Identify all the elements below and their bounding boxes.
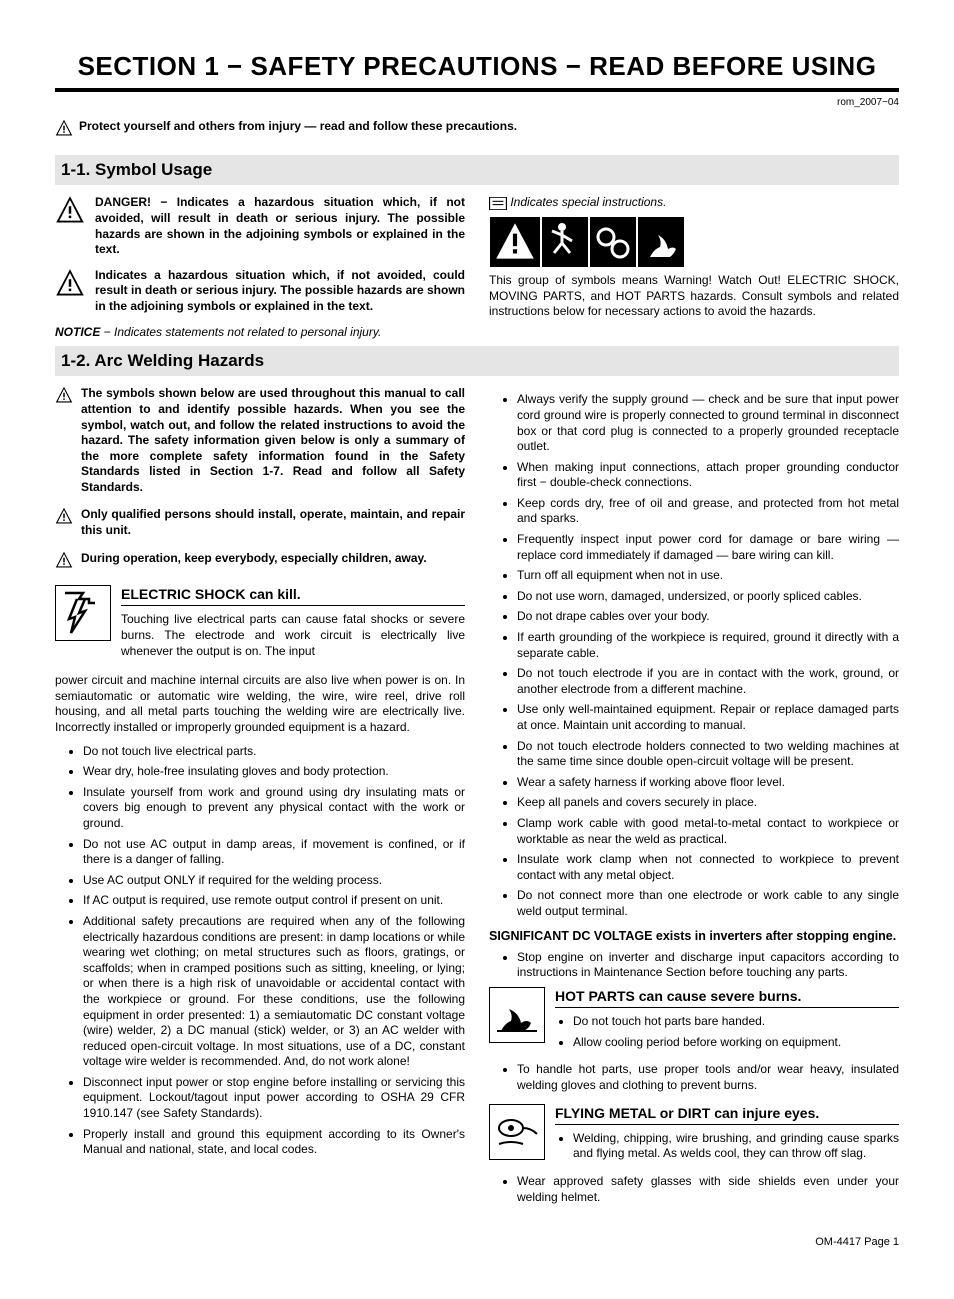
list-item: Stop engine on inverter and discharge in… <box>517 950 899 981</box>
list-item: If earth grounding of the workpiece is r… <box>517 630 899 661</box>
list-item: Always verify the supply ground — check … <box>517 392 899 454</box>
s12-left-col: The symbols shown below are used through… <box>55 386 465 1215</box>
intro-text: Protect yourself and others from injury … <box>79 119 517 135</box>
s12-right-col: Always verify the supply ground — check … <box>489 386 899 1215</box>
hot-parts-icon <box>489 987 545 1048</box>
qualified-persons: Only qualified persons should install, o… <box>81 507 465 538</box>
notice-line: NOTICE − Indicates statements not relate… <box>55 325 465 341</box>
list-item: Wear dry, hole-free insulating gloves an… <box>83 764 465 780</box>
warning-triangle-icon <box>55 386 73 409</box>
list-item: Insulate work clamp when not connected t… <box>517 852 899 883</box>
dc-voltage-heading: SIGNIFICANT DC VOLTAGE exists in inverte… <box>489 928 899 944</box>
list-item: To handle hot parts, use proper tools an… <box>517 1062 899 1093</box>
warning-triangle-icon <box>55 551 73 574</box>
subsection-1-2-header: 1-2. Arc Welding Hazards <box>55 346 899 376</box>
list-item: Disconnect input power or stop engine be… <box>83 1075 465 1122</box>
special-instructions: Indicates special instructions. <box>489 195 899 211</box>
section-1-1-body: DANGER! − Indicates a hazardous situatio… <box>55 195 899 340</box>
page-footer: OM-4417 Page 1 <box>55 1235 899 1249</box>
warning-triangle-icon <box>55 268 85 303</box>
special-instructions-text: Indicates special instructions. <box>510 195 666 209</box>
section-title: SECTION 1 − SAFETY PRECAUTIONS − READ BE… <box>55 50 899 92</box>
hot-parts-bullets-2: To handle hot parts, use proper tools an… <box>489 1062 899 1093</box>
list-item: Wear approved safety glasses with side s… <box>517 1174 899 1205</box>
electric-shock-para1: Touching live electrical parts can cause… <box>121 612 465 659</box>
electric-shock-bullets: Do not touch live electrical parts. Wear … <box>55 744 465 1158</box>
list-item: Use only well-maintained equipment. Repa… <box>517 702 899 733</box>
electric-shock-bullets-2: Always verify the supply ground — check … <box>489 392 899 919</box>
danger-triangle-icon <box>55 195 85 230</box>
warning-text: Indicates a hazardous situation which, i… <box>95 268 465 315</box>
warning-triangle-icon <box>55 119 73 142</box>
list-item: Turn off all equipment when not in use. <box>517 568 899 584</box>
flying-metal-bullets: Welding, chipping, wire brushing, and gr… <box>555 1131 899 1162</box>
list-item: Do not connect more than one electrode o… <box>517 888 899 919</box>
list-item: Do not touch electrode holders connected… <box>517 739 899 770</box>
list-item: Welding, chipping, wire brushing, and gr… <box>573 1131 899 1162</box>
hazard-symbol-row <box>489 217 899 267</box>
list-item: Allow cooling period before working on e… <box>573 1035 899 1051</box>
list-item: Do not touch hot parts bare handed. <box>573 1014 899 1030</box>
flying-metal-bullets-2: Wear approved safety glasses with side s… <box>489 1174 899 1205</box>
list-item: Do not drape cables over your body. <box>517 609 899 625</box>
list-item: Insulate yourself from work and ground u… <box>83 785 465 832</box>
list-item: Do not use AC output in damp areas, if m… <box>83 837 465 868</box>
electric-shock-para2: power circuit and machine internal circu… <box>55 673 465 735</box>
keep-children-away: During operation, keep everybody, especi… <box>81 551 465 567</box>
symbol-group-explain: This group of symbols means Warning! Wat… <box>489 273 899 320</box>
section-1-2-body: The symbols shown below are used through… <box>55 386 899 1215</box>
list-item: Frequently inspect input power cord for … <box>517 532 899 563</box>
danger-text: DANGER! − Indicates a hazardous situatio… <box>95 195 465 257</box>
list-item: Properly install and ground this equipme… <box>83 1127 465 1158</box>
notice-rest: − Indicates statements not related to pe… <box>100 325 381 339</box>
list-item: When making input connections, attach pr… <box>517 460 899 491</box>
electric-shock-icon <box>55 585 111 646</box>
s11-right-col: Indicates special instructions. This gro… <box>489 195 899 340</box>
list-item: If AC output is required, use remote out… <box>83 893 465 909</box>
list-item: Do not use worn, damaged, undersized, or… <box>517 589 899 605</box>
dc-voltage-bullets: Stop engine on inverter and discharge in… <box>489 950 899 981</box>
hot-parts-bullets: Do not touch hot parts bare handed. Allow… <box>555 1014 899 1050</box>
notice-label: NOTICE <box>55 325 100 339</box>
intro-warning: Protect yourself and others from injury … <box>55 119 899 142</box>
warning-triangle-icon <box>55 507 73 530</box>
list-item: Clamp work cable with good metal-to-meta… <box>517 816 899 847</box>
list-item: Keep all panels and covers securely in p… <box>517 795 899 811</box>
list-item: Keep cords dry, free of oil and grease, … <box>517 496 899 527</box>
list-item: Additional safety precautions are requir… <box>83 914 465 1070</box>
subsection-1-1-header: 1-1. Symbol Usage <box>55 155 899 185</box>
hot-parts-title: HOT PARTS can cause severe burns. <box>555 987 899 1008</box>
flying-metal-title: FLYING METAL or DIRT can injure eyes. <box>555 1104 899 1125</box>
flying-metal-icon <box>489 1104 545 1165</box>
list-item: Use AC output ONLY if required for the w… <box>83 873 465 889</box>
list-item: Do not touch live electrical parts. <box>83 744 465 760</box>
document-code: rom_2007−04 <box>55 96 899 109</box>
list-item: Wear a safety harness if working above f… <box>517 775 899 791</box>
s12-intro: The symbols shown below are used through… <box>81 386 465 495</box>
list-item: Do not touch electrode if you are in con… <box>517 666 899 697</box>
s11-left-col: DANGER! − Indicates a hazardous situatio… <box>55 195 465 340</box>
electric-shock-title: ELECTRIC SHOCK can kill. <box>121 585 465 606</box>
hot-parts-hazard: HOT PARTS can cause severe burns. Do not… <box>489 987 899 1094</box>
flying-metal-hazard: FLYING METAL or DIRT can injure eyes. We… <box>489 1104 899 1206</box>
electric-shock-hazard: ELECTRIC SHOCK can kill. Touching live e… <box>55 585 465 1158</box>
